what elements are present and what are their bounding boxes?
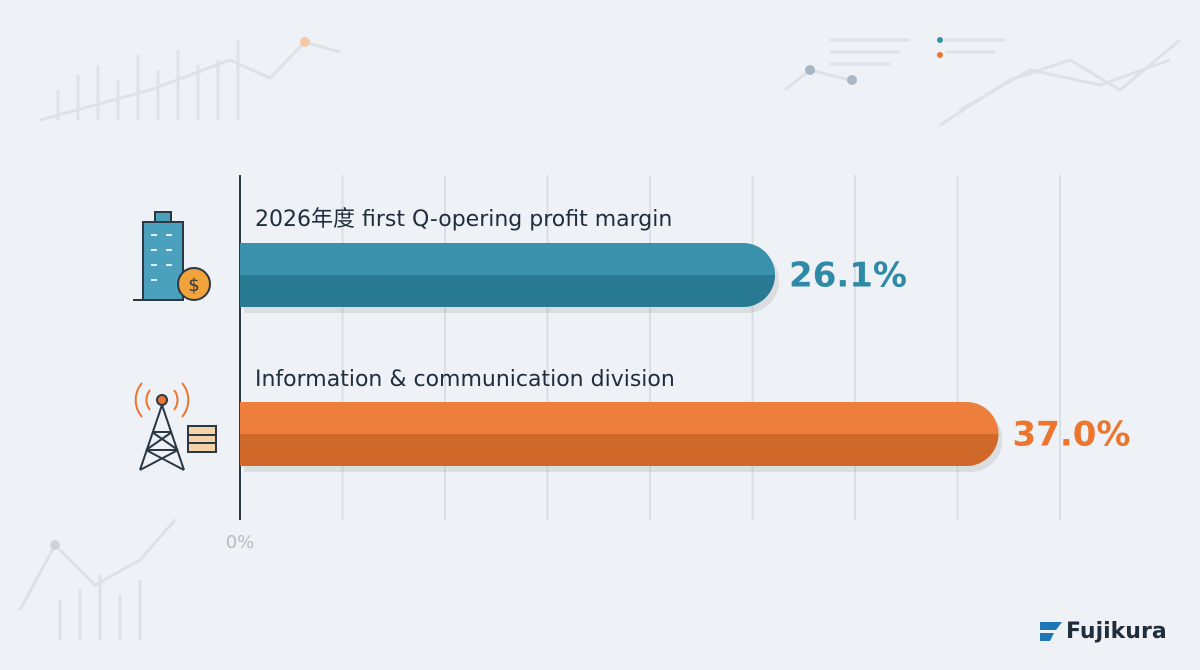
- svg-text:$: $: [188, 275, 199, 296]
- grid: [239, 175, 1061, 520]
- background-decoration: [18, 38, 1181, 640]
- decor-dot: [937, 52, 943, 58]
- decor-dot: [847, 75, 857, 85]
- value-label: 37.0%: [1013, 415, 1131, 455]
- decor-dot: [50, 540, 60, 550]
- building-icon: $: [133, 211, 211, 301]
- decor-dot: [805, 65, 815, 75]
- bar-shade: [240, 243, 776, 307]
- logo: Fujikura: [1040, 619, 1167, 644]
- tower-icon: [134, 382, 217, 471]
- x-tick-label: 0%: [226, 532, 255, 553]
- value-label: 26.1%: [789, 256, 907, 296]
- bar-shade: [240, 402, 999, 466]
- brand: Fujikura: [1066, 619, 1167, 644]
- category-label: 2026年度 first Q-opering profit margin: [255, 207, 672, 232]
- decor-dot: [937, 37, 943, 43]
- category-label: Information & communication division: [255, 367, 675, 392]
- decor-dot: [300, 37, 310, 47]
